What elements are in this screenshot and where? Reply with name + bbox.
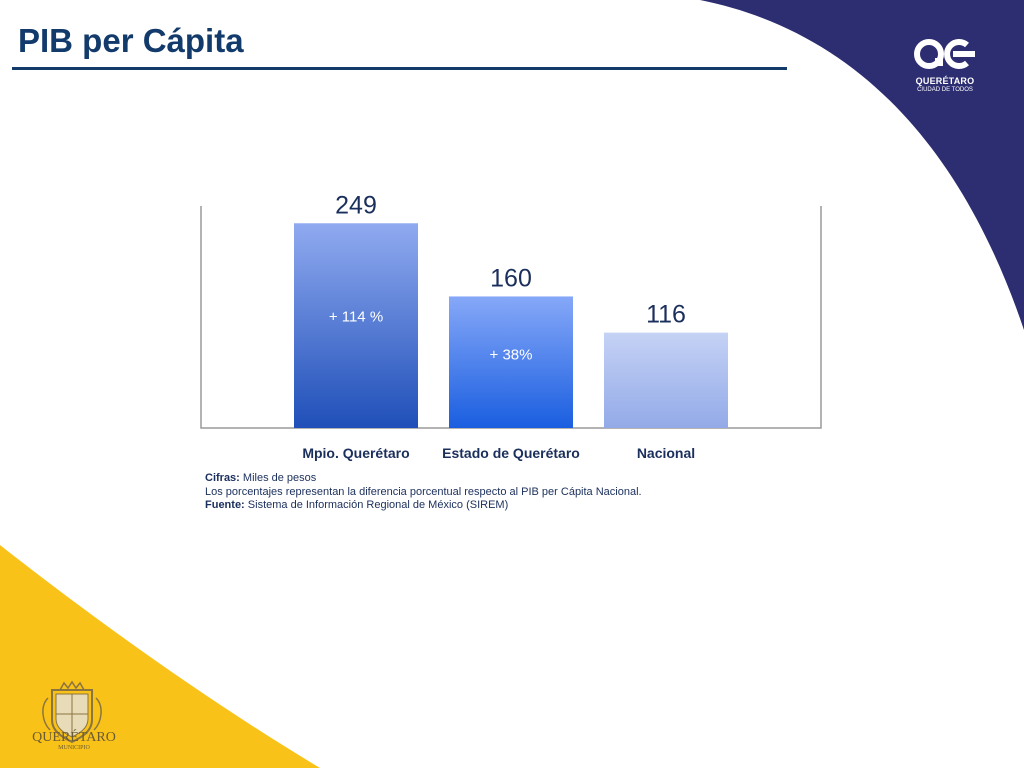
- bar-annotation-0: + 114 %: [329, 309, 383, 326]
- fuente-label: Fuente:: [205, 499, 245, 511]
- brand-name: QUERÉTARO: [915, 76, 975, 86]
- value-label-2: 116: [646, 301, 686, 329]
- bar-annotation-1: + 38%: [490, 347, 533, 364]
- value-label-0: 249: [335, 191, 377, 219]
- cifras-text: Miles de pesos: [239, 472, 317, 484]
- fuente-text: Sistema de Información Regional de Méxic…: [244, 499, 509, 511]
- queretaro-coat-of-arms-icon: [42, 680, 102, 744]
- seal-name: QUERÉTARO: [32, 730, 116, 745]
- navy-corner-shape: [700, 0, 1024, 330]
- bar-1: [449, 296, 573, 428]
- bar-2: [604, 332, 728, 428]
- title-underline: [12, 67, 787, 70]
- pib-bar-chart: 249 + 114 % Mpio. Querétaro 160 + 38% Estado …: [200, 191, 822, 461]
- category-label-0: Mpio. Querétaro: [302, 445, 409, 461]
- bar-0: [294, 223, 418, 428]
- cifras-label: Cifras:: [205, 472, 240, 484]
- brand-tagline: CIUDAD DE TODOS: [917, 87, 973, 93]
- page-title: PIB per Cápita: [18, 22, 244, 59]
- percent-note: Los porcentajes representan la diferenci…: [205, 485, 642, 498]
- cifras-note: Cifras: Miles de pesos: [205, 472, 642, 486]
- value-label-1: 160: [490, 264, 532, 292]
- qc-logo-icon: [914, 39, 975, 69]
- category-label-2: Nacional: [637, 445, 695, 461]
- seal-sub: MUNICIPIO: [58, 745, 90, 751]
- category-label-1: Estado de Querétaro: [442, 445, 580, 461]
- fuente-note: Fuente: Sistema de Información Regional …: [205, 499, 642, 513]
- chart-notes: Cifras: Miles de pesos Los porcentajes r…: [205, 472, 642, 513]
